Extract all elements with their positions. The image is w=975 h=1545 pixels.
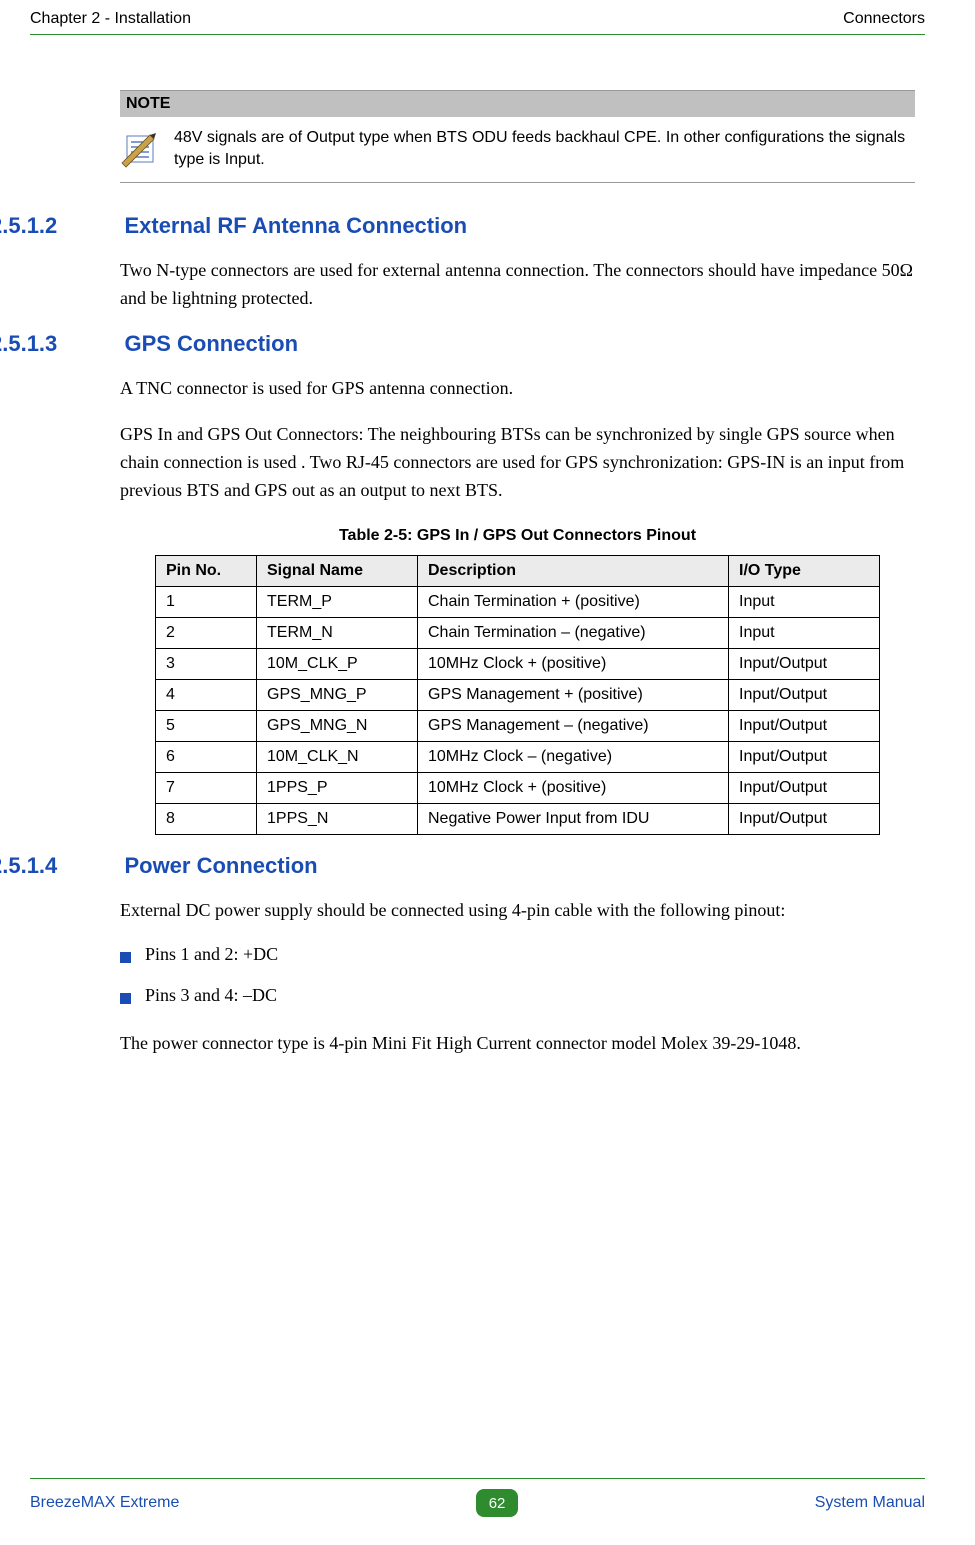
table-cell: 1 (156, 586, 257, 617)
body-paragraph: External DC power supply should be conne… (120, 897, 915, 925)
table-cell: 10MHz Clock – (negative) (418, 741, 729, 772)
table-cell: Negative Power Input from IDU (418, 803, 729, 834)
header-chapter: Chapter 2 - Installation (30, 10, 191, 28)
table-row: 1TERM_PChain Termination + (positive)Inp… (156, 586, 880, 617)
body-paragraph: The power connector type is 4-pin Mini F… (120, 1030, 915, 1058)
section-number: 2.5.1.3 (0, 331, 120, 357)
body-paragraph: A TNC connector is used for GPS antenna … (120, 375, 915, 403)
table-cell: Input (729, 586, 880, 617)
footer-product: BreezeMAX Extreme (30, 1494, 179, 1512)
page-footer: BreezeMAX Extreme 62 System Manual (30, 1478, 925, 1517)
table-cell: GPS_MNG_N (257, 710, 418, 741)
table-header-cell: I/O Type (729, 555, 880, 586)
table-header-cell: Signal Name (257, 555, 418, 586)
table-cell: Input/Output (729, 741, 880, 772)
table-cell: Input/Output (729, 679, 880, 710)
table-row: 71PPS_P10MHz Clock + (positive)Input/Out… (156, 772, 880, 803)
table-row: 81PPS_NNegative Power Input from IDUInpu… (156, 803, 880, 834)
table-cell: Input/Output (729, 710, 880, 741)
list-item-text: Pins 3 and 4: –DC (145, 985, 277, 1006)
body-paragraph: GPS In and GPS Out Connectors: The neigh… (120, 421, 915, 505)
table-cell: 1PPS_P (257, 772, 418, 803)
list-item: Pins 3 and 4: –DC (120, 985, 915, 1006)
table-cell: Chain Termination – (negative) (418, 617, 729, 648)
table-cell: Input/Output (729, 803, 880, 834)
section-heading-gps: 2.5.1.3 GPS Connection (0, 331, 915, 357)
table-cell: GPS Management – (negative) (418, 710, 729, 741)
table-cell: 8 (156, 803, 257, 834)
note-body: 48V signals are of Output type when BTS … (174, 127, 915, 170)
body-paragraph: Two N-type connectors are used for exter… (120, 257, 915, 313)
header-topic: Connectors (843, 10, 925, 28)
section-heading-power: 2.5.1.4 Power Connection (0, 853, 915, 879)
table-cell: 10M_CLK_P (257, 648, 418, 679)
table-cell: 3 (156, 648, 257, 679)
table-caption: Table 2-5: GPS In / GPS Out Connectors P… (120, 527, 915, 545)
table-header-cell: Pin No. (156, 555, 257, 586)
bullet-icon (120, 993, 131, 1004)
pinout-table: Pin No. Signal Name Description I/O Type… (155, 555, 880, 835)
table-cell: TERM_N (257, 617, 418, 648)
section-heading-rf: 2.5.1.2 External RF Antenna Connection (0, 213, 915, 239)
page-number-badge: 62 (476, 1489, 518, 1517)
list-item-text: Pins 1 and 2: +DC (145, 944, 278, 965)
page-header: Chapter 2 - Installation Connectors (30, 10, 925, 35)
note-icon (120, 129, 160, 169)
table-row: 2TERM_NChain Termination – (negative)Inp… (156, 617, 880, 648)
table-cell: 1PPS_N (257, 803, 418, 834)
table-cell: 10M_CLK_N (257, 741, 418, 772)
table-cell: GPS_MNG_P (257, 679, 418, 710)
table-header-cell: Description (418, 555, 729, 586)
table-header-row: Pin No. Signal Name Description I/O Type (156, 555, 880, 586)
table-row: 310M_CLK_P10MHz Clock + (positive)Input/… (156, 648, 880, 679)
table-row: 610M_CLK_N10MHz Clock – (negative)Input/… (156, 741, 880, 772)
table-cell: Input (729, 617, 880, 648)
table-row: 5GPS_MNG_NGPS Management – (negative)Inp… (156, 710, 880, 741)
section-number: 2.5.1.2 (0, 213, 120, 239)
list-item: Pins 1 and 2: +DC (120, 944, 915, 965)
section-number: 2.5.1.4 (0, 853, 120, 879)
table-cell: 10MHz Clock + (positive) (418, 772, 729, 803)
table-cell: Input/Output (729, 772, 880, 803)
table-cell: TERM_P (257, 586, 418, 617)
table-cell: 2 (156, 617, 257, 648)
table-cell: 5 (156, 710, 257, 741)
note-box: NOTE 48V signals are of Output type when… (120, 90, 915, 183)
table-cell: 6 (156, 741, 257, 772)
table-row: 4GPS_MNG_PGPS Management + (positive)Inp… (156, 679, 880, 710)
note-title: NOTE (120, 91, 915, 117)
table-cell: GPS Management + (positive) (418, 679, 729, 710)
table-cell: 4 (156, 679, 257, 710)
table-cell: Input/Output (729, 648, 880, 679)
section-title: GPS Connection (124, 331, 298, 356)
table-cell: 7 (156, 772, 257, 803)
footer-docname: System Manual (815, 1494, 925, 1512)
table-cell: Chain Termination + (positive) (418, 586, 729, 617)
table-cell: 10MHz Clock + (positive) (418, 648, 729, 679)
section-title: External RF Antenna Connection (124, 213, 467, 238)
section-title: Power Connection (124, 853, 317, 878)
bullet-icon (120, 952, 131, 963)
